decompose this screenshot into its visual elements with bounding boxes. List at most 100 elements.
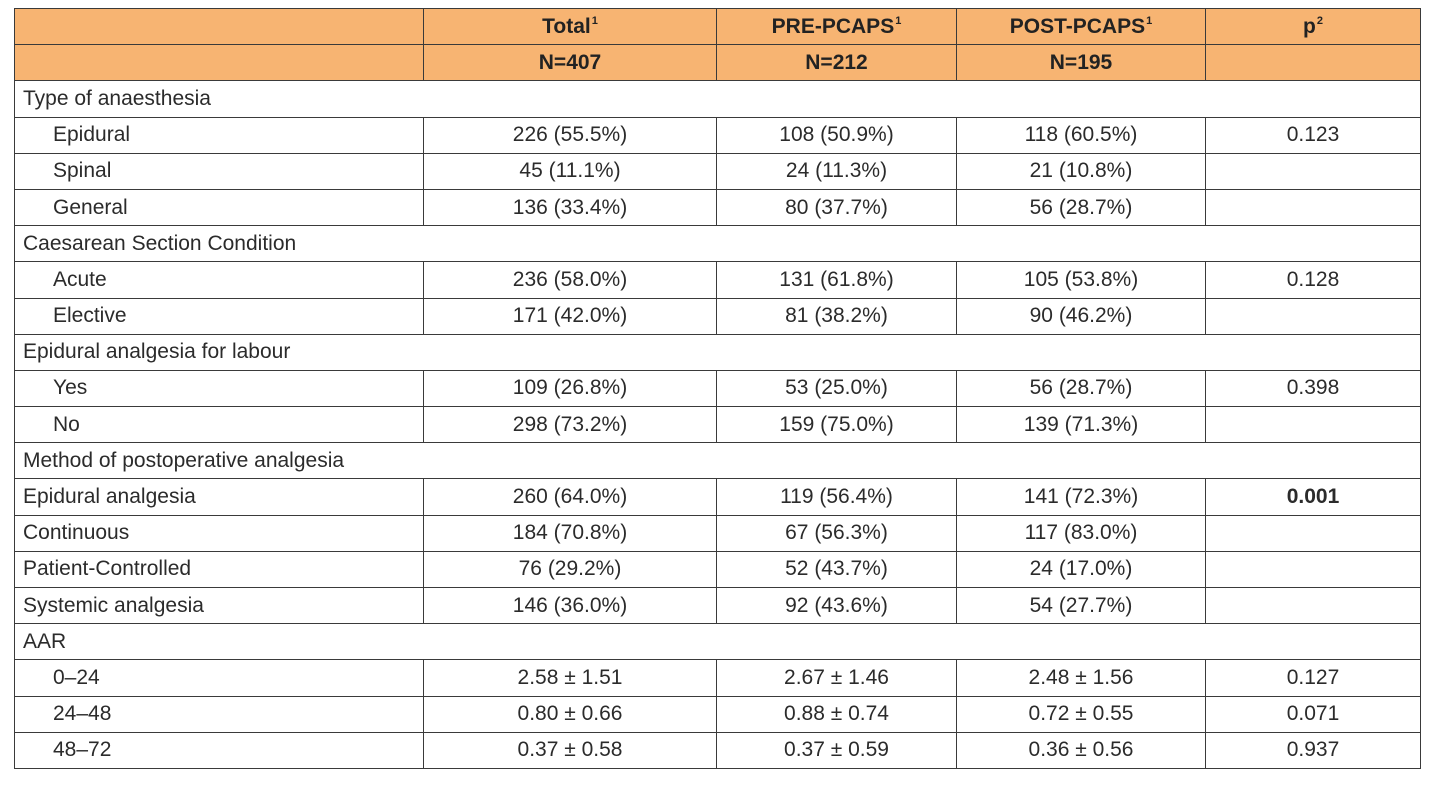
row-label: Epidural: [14, 116, 424, 154]
cell-p-value: 0.128: [1205, 261, 1421, 299]
row-label: Continuous: [14, 514, 424, 552]
cell-total: 0.37 ± 0.58: [423, 731, 717, 769]
header-row-groups: Total1 PRE-PCAPS1 POST-PCAPS1 p2: [14, 7, 1421, 46]
section-label: Type of anaesthesia: [14, 80, 1421, 118]
table-row: General 136 (33.4%) 80 (37.7%) 56 (28.7%): [14, 188, 1421, 227]
cell-p-value: 0.398: [1205, 369, 1421, 408]
cell-post-pcaps: 105 (53.8%): [956, 261, 1206, 299]
row-label: 24–48: [14, 695, 424, 733]
cell-post-pcaps: 117 (83.0%): [956, 514, 1206, 552]
cell-post-pcaps: 2.48 ± 1.56: [956, 659, 1206, 697]
cell-total: 184 (70.8%): [423, 514, 717, 552]
cell-p-value: [1205, 406, 1421, 444]
cell-p-value: [1205, 514, 1421, 552]
cell-total: 226 (55.5%): [423, 116, 717, 154]
cell-p-value: [1205, 152, 1421, 190]
cell-post-pcaps: 141 (72.3%): [956, 478, 1206, 516]
header-label: p: [1303, 14, 1316, 38]
table-row: Acute 236 (58.0%) 131 (61.8%) 105 (53.8%) 0.…: [14, 261, 1421, 299]
cell-post-pcaps: 56 (28.7%): [956, 188, 1206, 227]
section-label: Caesarean Section Condition: [14, 225, 1421, 263]
header-label: POST-PCAPS: [1009, 14, 1146, 38]
header-cell-blank: [14, 7, 424, 46]
table-row: Continuous 184 (70.8%) 67 (56.3%) 117 (83.0…: [14, 514, 1421, 552]
cell-p-value: [1205, 586, 1421, 625]
cell-pre-pcaps: 159 (75.0%): [716, 406, 957, 444]
cell-p-value: 0.937: [1205, 731, 1421, 769]
section-label: Method of postoperative analgesia: [14, 442, 1421, 480]
footnote-marker: 1: [1146, 14, 1153, 27]
header-label: Total: [542, 14, 591, 38]
cell-pre-pcaps: 92 (43.6%): [716, 586, 957, 625]
cell-pre-pcaps: 108 (50.9%): [716, 116, 957, 154]
row-label: Elective: [14, 297, 424, 335]
cell-pre-pcaps: 2.67 ± 1.46: [716, 659, 957, 697]
cell-total: 2.58 ± 1.51: [423, 659, 717, 697]
footnote-marker: 1: [591, 14, 598, 27]
row-label: Patient-Controlled: [14, 550, 424, 589]
table-row: 24–48 0.80 ± 0.66 0.88 ± 0.74 0.72 ± 0.55 0.…: [14, 695, 1421, 733]
cell-total: 76 (29.2%): [423, 550, 717, 589]
cell-total: 45 (11.1%): [423, 152, 717, 190]
cell-total: 109 (26.8%): [423, 369, 717, 408]
table-row: Epidural analgesia 260 (64.0%) 119 (56.4%)…: [14, 478, 1421, 516]
cell-total: 260 (64.0%): [423, 478, 717, 516]
table-row: 48–72 0.37 ± 0.58 0.37 ± 0.59 0.36 ± 0.56 0.…: [14, 731, 1421, 769]
cell-post-pcaps: 0.72 ± 0.55: [956, 695, 1206, 733]
cell-post-pcaps: 54 (27.7%): [956, 586, 1206, 625]
row-label: 0–24: [14, 659, 424, 697]
results-table: Total1 PRE-PCAPS1 POST-PCAPS1 p2 N=407 N…: [14, 7, 1421, 769]
section-label: Epidural analgesia for labour: [14, 333, 1421, 371]
cell-post-pcaps: 118 (60.5%): [956, 116, 1206, 154]
header-row-counts: N=407 N=212 N=195: [14, 44, 1421, 82]
footnote-marker: 1: [895, 14, 902, 27]
cell-p-value: 0.123: [1205, 116, 1421, 154]
cell-total: 146 (36.0%): [423, 586, 717, 625]
cell-pre-pcaps: 0.37 ± 0.59: [716, 731, 957, 769]
section-row: AAR: [14, 623, 1421, 661]
cell-total: 0.80 ± 0.66: [423, 695, 717, 733]
row-label: General: [14, 188, 424, 227]
cell-post-pcaps: 90 (46.2%): [956, 297, 1206, 335]
cell-post-pcaps: 24 (17.0%): [956, 550, 1206, 589]
header-cell-n-p: [1205, 44, 1421, 82]
cell-pre-pcaps: 80 (37.7%): [716, 188, 957, 227]
row-label: Spinal: [14, 152, 424, 190]
header-cell-blank: [14, 44, 424, 82]
cell-p-value: [1205, 550, 1421, 589]
cell-pre-pcaps: 53 (25.0%): [716, 369, 957, 408]
table-row: Yes 109 (26.8%) 53 (25.0%) 56 (28.7%) 0.398: [14, 369, 1421, 408]
row-label: No: [14, 406, 424, 444]
section-label: AAR: [14, 623, 1421, 661]
header-cell-pre-pcaps: PRE-PCAPS1: [716, 7, 957, 46]
table-row: Epidural 226 (55.5%) 108 (50.9%) 118 (60.5%…: [14, 116, 1421, 154]
table-row: Spinal 45 (11.1%) 24 (11.3%) 21 (10.8%): [14, 152, 1421, 190]
cell-pre-pcaps: 81 (38.2%): [716, 297, 957, 335]
header-cell-n-pre: N=212: [716, 44, 957, 82]
cell-total: 298 (73.2%): [423, 406, 717, 444]
cell-pre-pcaps: 119 (56.4%): [716, 478, 957, 516]
table-body: Type of anaesthesia Epidural 226 (55.5%) 10…: [14, 80, 1421, 769]
cell-pre-pcaps: 0.88 ± 0.74: [716, 695, 957, 733]
table-row: No 298 (73.2%) 159 (75.0%) 139 (71.3%): [14, 406, 1421, 444]
row-label: Yes: [14, 369, 424, 408]
cell-p-value: 0.127: [1205, 659, 1421, 697]
cell-pre-pcaps: 24 (11.3%): [716, 152, 957, 190]
cell-pre-pcaps: 131 (61.8%): [716, 261, 957, 299]
table-row: Systemic analgesia 146 (36.0%) 92 (43.6%) 5…: [14, 586, 1421, 625]
table-header: Total1 PRE-PCAPS1 POST-PCAPS1 p2 N=407 N…: [14, 7, 1421, 82]
cell-p-value: [1205, 188, 1421, 227]
cell-total: 236 (58.0%): [423, 261, 717, 299]
footnote-marker: 2: [1316, 14, 1323, 27]
header-cell-n-total: N=407: [423, 44, 717, 82]
cell-post-pcaps: 139 (71.3%): [956, 406, 1206, 444]
row-label: Epidural analgesia: [14, 478, 424, 516]
cell-total: 171 (42.0%): [423, 297, 717, 335]
cell-post-pcaps: 56 (28.7%): [956, 369, 1206, 408]
section-row: Epidural analgesia for labour: [14, 333, 1421, 371]
row-label: Systemic analgesia: [14, 586, 424, 625]
section-row: Type of anaesthesia: [14, 80, 1421, 118]
section-row: Method of postoperative analgesia: [14, 442, 1421, 480]
cell-p-value: 0.001: [1205, 478, 1421, 516]
header-label: PRE-PCAPS: [771, 14, 895, 38]
